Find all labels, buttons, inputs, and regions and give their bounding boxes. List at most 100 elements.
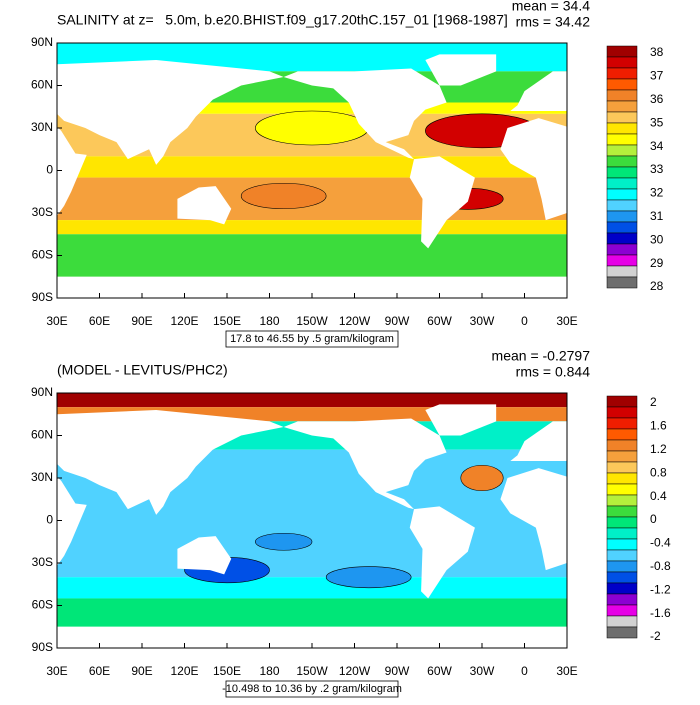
- mean-text: mean = 34.4: [512, 0, 590, 14]
- range-note: -10.498 to 10.36 by .2 gram/kilogram: [222, 683, 402, 695]
- colorbar-box: [606, 494, 638, 507]
- field-band: [57, 220, 567, 235]
- colorbar-box: [606, 428, 638, 441]
- colorbar-box: [606, 461, 638, 474]
- x-tick-label: 30E: [46, 314, 67, 328]
- y-tick-label: 90S: [32, 640, 53, 654]
- range-note-box: [225, 680, 399, 698]
- colorbar-label: 34: [650, 139, 664, 153]
- x-tick-label: 30E: [556, 664, 577, 678]
- colorbar-box: [606, 56, 638, 69]
- field-band: [57, 234, 567, 277]
- colorbar-box: [606, 45, 638, 58]
- colorbar-box: [606, 133, 638, 146]
- field-patch: [325, 566, 412, 589]
- x-tick-label: 30E: [556, 314, 577, 328]
- colorbar-box: [606, 527, 638, 540]
- colorbar-box: [606, 89, 638, 102]
- panel-title: SALINITY at z= 5.0m, b.e20.BHIST.f09_g17…: [57, 12, 508, 28]
- colorbar-label: 36: [650, 92, 664, 106]
- colorbar-box: [606, 254, 638, 267]
- x-tick-label: 0: [521, 314, 528, 328]
- colorbar-label: 1.6: [650, 419, 667, 433]
- colorbar-box: [606, 516, 638, 529]
- x-tick-label: 180: [259, 664, 279, 678]
- range-note: 17.8 to 46.55 by .5 gram/kilogram: [230, 333, 394, 345]
- colorbar-box: [606, 483, 638, 496]
- y-tick-label: 60N: [31, 428, 53, 442]
- colorbar-box: [606, 210, 638, 223]
- land: [510, 71, 567, 111]
- rms-text: rms = 0.844: [516, 364, 591, 380]
- land: [57, 60, 284, 165]
- colorbar-box: [606, 604, 638, 617]
- colorbar-box: [606, 582, 638, 595]
- colorbar-box: [606, 439, 638, 452]
- x-tick-label: 90E: [131, 314, 152, 328]
- y-tick-label: 0: [46, 163, 53, 177]
- colorbar-box: [606, 111, 638, 124]
- antarctica: [57, 626, 567, 648]
- land: [57, 410, 284, 515]
- land: [425, 404, 497, 436]
- colorbar-label: 37: [650, 69, 664, 83]
- colorbar-box: [606, 505, 638, 518]
- colorbar-label: 0.4: [650, 489, 667, 503]
- land: [409, 506, 475, 599]
- y-tick-label: 0: [46, 513, 53, 527]
- land: [510, 421, 567, 461]
- map-field: [57, 43, 567, 298]
- colorbar-label: 2: [650, 395, 657, 409]
- colorbar-label: 1.2: [650, 442, 667, 456]
- x-tick-label: 150E: [213, 664, 241, 678]
- x-tick-label: 30E: [46, 664, 67, 678]
- land: [425, 54, 497, 86]
- land: [409, 156, 475, 249]
- colorbar-box: [606, 166, 638, 179]
- field-band: [57, 393, 567, 408]
- x-tick-label: 120W: [339, 314, 371, 328]
- map-field: [57, 393, 567, 648]
- y-tick-label: 30N: [31, 120, 53, 134]
- field-band: [57, 156, 567, 178]
- y-tick-label: 90N: [31, 385, 53, 399]
- land: [283, 68, 447, 160]
- colorbar-box: [606, 155, 638, 168]
- y-tick-label: 60S: [32, 598, 53, 612]
- field-band: [57, 577, 567, 599]
- colorbar-label: 29: [650, 256, 664, 270]
- colorbar-box: [606, 67, 638, 80]
- colorbar-box: [606, 276, 638, 289]
- y-tick-label: 30S: [32, 205, 53, 219]
- colorbar-box: [606, 100, 638, 113]
- colorbar-label: 35: [650, 115, 664, 129]
- colorbar-label: -0.8: [650, 559, 671, 573]
- colorbar-box: [606, 221, 638, 234]
- colorbar-label: 28: [650, 279, 664, 293]
- land: [500, 468, 567, 571]
- colorbar-label: 30: [650, 232, 664, 246]
- colorbar-label: 0.8: [650, 465, 667, 479]
- colorbar-label: -1.6: [650, 606, 671, 620]
- colorbar-box: [606, 177, 638, 190]
- antarctica: [57, 276, 567, 298]
- x-tick-label: 60W: [427, 314, 452, 328]
- y-tick-label: 60S: [32, 248, 53, 262]
- colorbar-label: 33: [650, 162, 664, 176]
- x-tick-label: 60E: [89, 664, 110, 678]
- colorbar-label: 0: [650, 512, 657, 526]
- colorbar-box: [606, 538, 638, 551]
- land: [283, 418, 447, 510]
- colorbar-label: -0.4: [650, 536, 671, 550]
- x-tick-label: 150W: [296, 664, 328, 678]
- rms-text: rms = 34.42: [516, 14, 591, 30]
- mean-text: mean = -0.2797: [492, 348, 591, 364]
- y-tick-label: 90N: [31, 35, 53, 49]
- y-tick-label: 30N: [31, 470, 53, 484]
- colorbar-box: [606, 122, 638, 135]
- colorbar-box: [606, 549, 638, 562]
- colorbar-box: [606, 593, 638, 606]
- x-tick-label: 30W: [470, 664, 495, 678]
- range-note-box: [225, 330, 399, 348]
